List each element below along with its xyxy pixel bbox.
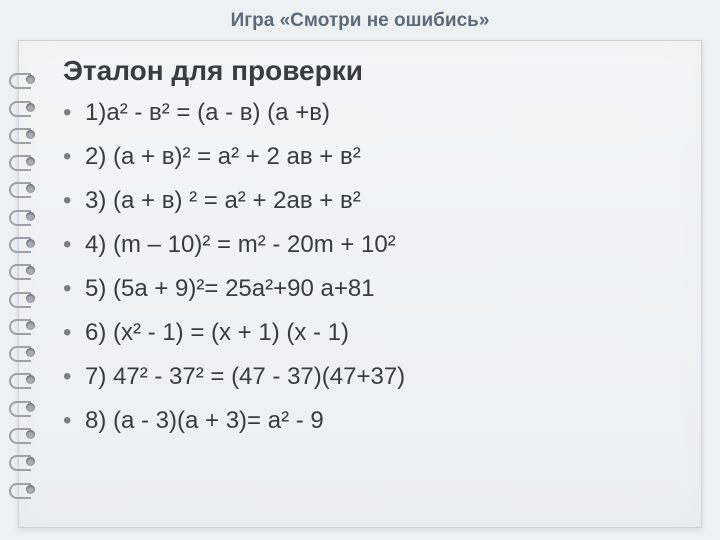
- spiral-ring: [9, 236, 35, 250]
- spiral-ring: [9, 345, 35, 359]
- content-heading: Эталон для проверки: [63, 55, 681, 87]
- spiral-binding: [9, 41, 39, 527]
- formula-item: 2) (а + в)² = а² + 2 ав + в²: [63, 145, 681, 169]
- formula-item: 7) 47² - 37² = (47 - 37)(47+37): [63, 365, 681, 389]
- formula-item: 4) (m – 10)² = m² - 20m + 10²: [63, 233, 681, 257]
- formula-item: 5) (5а + 9)²= 25а²+90 а+81: [63, 277, 681, 301]
- formula-item: 6) (х² - 1) = (х + 1) (х - 1): [63, 321, 681, 345]
- spiral-ring: [9, 72, 35, 86]
- spiral-ring: [9, 291, 35, 305]
- slide-title: Игра «Смотри не ошибись»: [0, 0, 720, 32]
- spiral-ring: [9, 209, 35, 223]
- formula-item: 8) (а - 3)(а + 3)= а² - 9: [63, 409, 681, 433]
- spiral-ring: [9, 181, 35, 195]
- formula-list: 1)а² - в² = (а - в) (а +в) 2) (а + в)² = …: [63, 101, 681, 433]
- spiral-ring: [9, 318, 35, 332]
- spiral-ring: [9, 127, 35, 141]
- spiral-ring: [9, 372, 35, 386]
- notebook-content: Эталон для проверки 1)а² - в² = (а - в) …: [63, 55, 681, 453]
- formula-item: 3) (а + в) ² = а² + 2ав + в²: [63, 189, 681, 213]
- notebook-page: Эталон для проверки 1)а² - в² = (а - в) …: [18, 40, 702, 528]
- spiral-ring: [9, 263, 35, 277]
- spiral-ring: [9, 482, 35, 496]
- formula-item: 1)а² - в² = (а - в) (а +в): [63, 101, 681, 125]
- spiral-ring: [9, 454, 35, 468]
- spiral-ring: [9, 427, 35, 441]
- spiral-ring: [9, 154, 35, 168]
- spiral-ring: [9, 400, 35, 414]
- spiral-ring: [9, 100, 35, 114]
